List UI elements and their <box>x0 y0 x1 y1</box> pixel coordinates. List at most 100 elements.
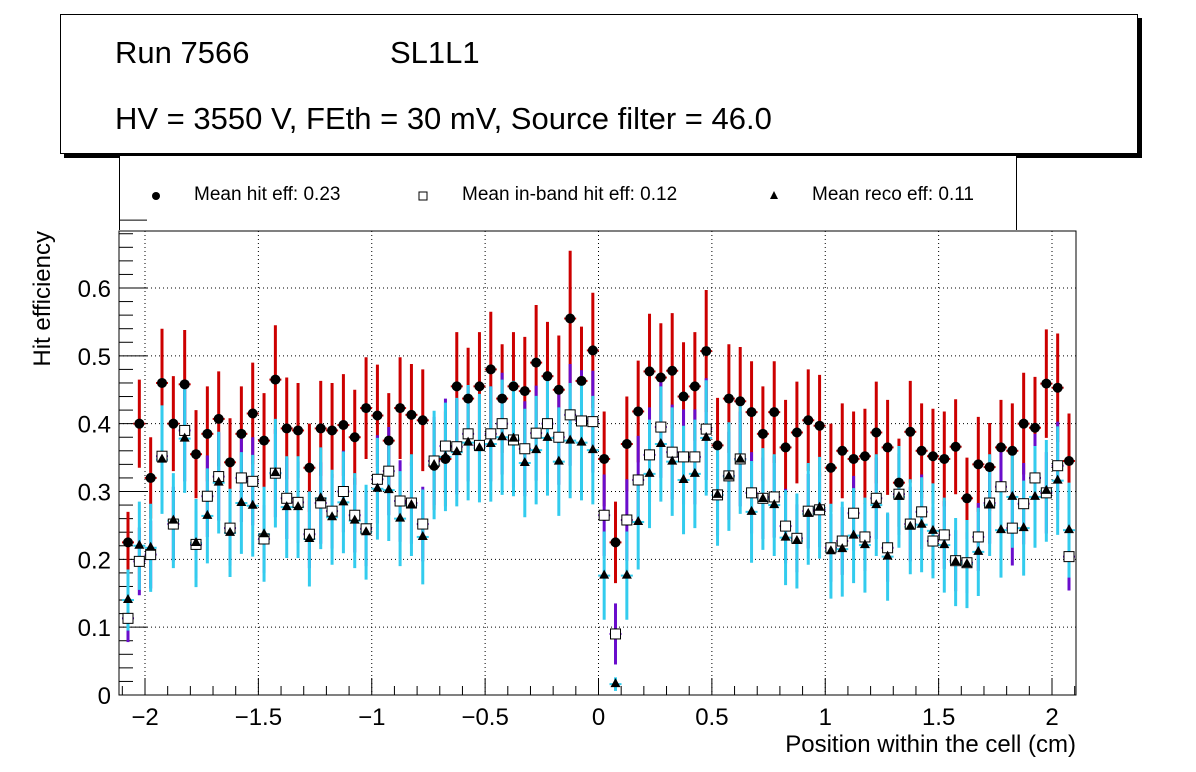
data-point-inband <box>575 415 587 427</box>
data-point-hit <box>995 442 1006 453</box>
data-point-hit <box>610 537 621 548</box>
data-point-inband <box>394 495 406 507</box>
axis-labels: −2 −1.5 −1 −0.5 0 0.5 1 1.5 2 0 0.1 0.2 0.3 0.4 0.5 0.6… <box>29 231 1076 758</box>
data-point-hit <box>871 427 882 438</box>
data-point-hit <box>270 374 281 385</box>
data-point-reco <box>179 432 190 442</box>
data-point-hit <box>383 435 394 446</box>
data-point-reco <box>191 537 202 547</box>
data-point-inband <box>496 418 508 430</box>
data-point-inband <box>122 612 134 624</box>
data-point-reco <box>984 499 995 509</box>
data-point-hit <box>1041 378 1052 389</box>
data-point-hit <box>213 413 224 424</box>
data-point-hit <box>191 449 202 460</box>
data-point-reco <box>247 499 258 509</box>
data-point-reco <box>327 511 338 521</box>
data-point-reco <box>791 535 802 545</box>
data-point-hit <box>406 409 417 420</box>
data-point-hit <box>417 415 428 426</box>
data-point-reco <box>485 438 496 448</box>
data-point-inband <box>235 472 247 484</box>
legend-square-icon <box>418 188 428 206</box>
data-point-hit <box>304 462 315 473</box>
data-point-hit <box>202 428 213 439</box>
data-point-reco <box>281 501 292 511</box>
data-point-hit <box>157 377 168 388</box>
data-point-inband <box>383 465 395 477</box>
data-point-reco <box>757 492 768 502</box>
data-point-reco <box>667 455 678 465</box>
data-point-inband <box>439 440 451 452</box>
data-point-hit <box>667 365 678 376</box>
data-point-hit <box>122 537 133 548</box>
data-point-reco <box>213 476 224 486</box>
data-point-reco <box>769 499 780 509</box>
data-point-reco <box>168 514 179 524</box>
data-point-hit <box>780 442 791 453</box>
data-point-reco <box>519 457 530 467</box>
data-point-reco <box>497 431 508 441</box>
y-tick-label: 0 <box>98 683 111 710</box>
x-tick-label: 1 <box>819 704 832 731</box>
data-point-hit <box>225 457 236 468</box>
data-point-hit <box>689 381 700 392</box>
data-point-reco <box>587 444 598 454</box>
data-point-hit <box>519 386 530 397</box>
data-point-inband <box>995 481 1007 493</box>
layer-label: SL1L1 <box>390 35 480 70</box>
data-point-reco <box>893 490 904 500</box>
run-label: Run 7566 <box>115 35 250 70</box>
data-point-hit <box>531 357 542 368</box>
data-point-hit <box>293 425 304 436</box>
data-point-hit <box>905 426 916 437</box>
data-point-reco <box>576 436 587 446</box>
data-point-inband <box>621 514 633 526</box>
data-point-hit <box>179 379 190 390</box>
data-point-hit <box>168 418 179 429</box>
data-point-hit <box>848 453 859 464</box>
data-point-reco <box>825 545 836 555</box>
data-point-reco <box>1041 484 1052 494</box>
data-point-reco <box>440 450 451 460</box>
data-point-reco <box>939 539 950 549</box>
data-point-hit <box>236 428 247 439</box>
data-point-hit <box>621 439 632 450</box>
data-point-reco <box>837 543 848 553</box>
data-point-hit <box>485 364 496 375</box>
data-point-inband <box>678 451 690 463</box>
data-point-hit <box>372 410 383 421</box>
legend-circle-icon <box>151 188 161 206</box>
data-point-reco <box>599 569 610 579</box>
data-point-hit <box>984 462 995 473</box>
data-point-hit <box>791 427 802 438</box>
data-point-hit <box>837 445 848 456</box>
data-point-hit <box>315 423 326 434</box>
data-point-reco <box>916 518 927 528</box>
grid <box>119 231 1076 695</box>
data-point-inband <box>564 409 576 421</box>
data-point-reco <box>723 470 734 480</box>
data-point-reco <box>565 434 576 444</box>
data-point-hit <box>893 477 904 488</box>
data-point-hit <box>463 393 474 404</box>
data-point-reco <box>474 442 485 452</box>
data-point-hit <box>1064 455 1075 466</box>
data-point-reco <box>259 528 270 538</box>
data-point-hit <box>395 403 406 414</box>
data-point-hit <box>927 451 938 462</box>
data-point-reco <box>973 545 984 555</box>
data-point-hit <box>259 435 270 446</box>
data-point-reco <box>236 497 247 507</box>
settings-label: HV = 3550 V, FEth = 30 mV, Source filter… <box>115 101 772 136</box>
y-tick-label: 0.6 <box>78 276 111 303</box>
data-point-reco <box>315 492 326 502</box>
data-point-reco <box>417 530 428 540</box>
data-point-reco <box>814 501 825 511</box>
data-point-reco <box>701 431 712 441</box>
data-point-reco <box>304 532 315 542</box>
data-point-inband <box>417 518 429 530</box>
data-point-reco <box>633 516 644 526</box>
data-point-reco <box>655 438 666 448</box>
data-point-reco <box>859 539 870 549</box>
